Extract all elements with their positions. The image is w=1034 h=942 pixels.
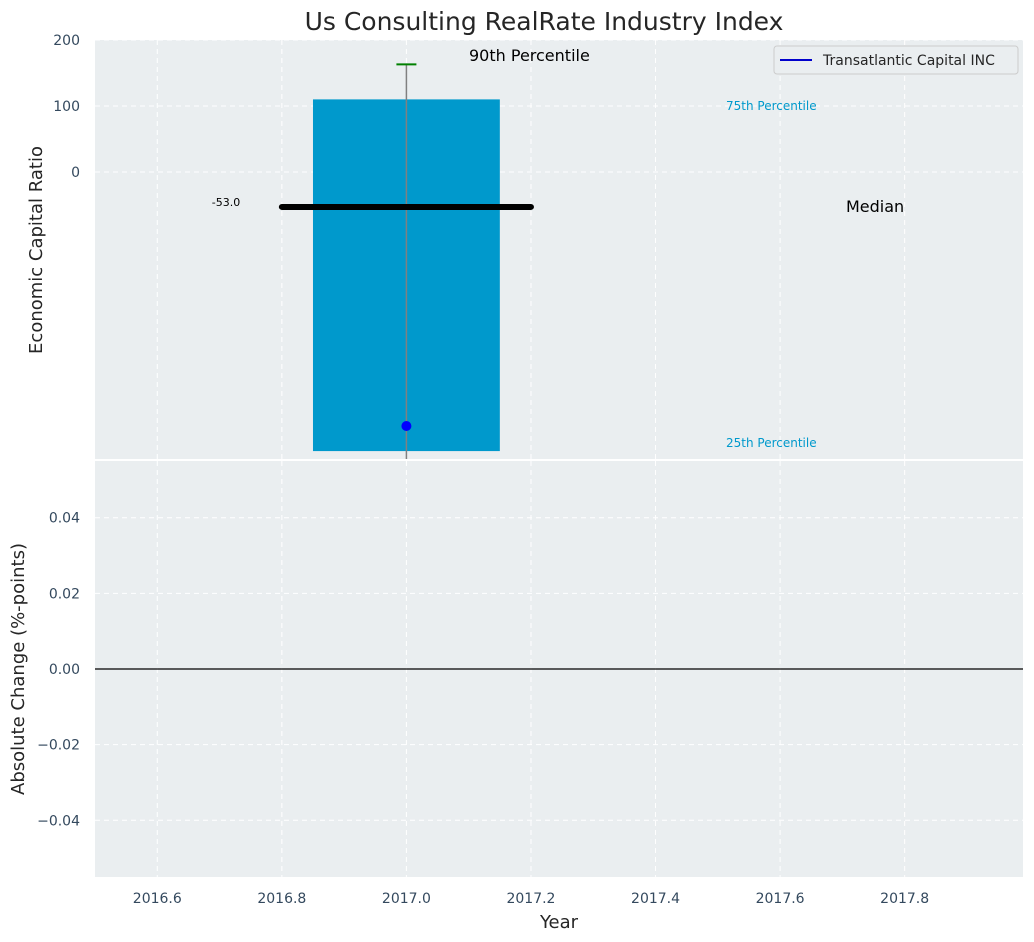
top-y-tick-label: 100 xyxy=(53,99,80,115)
bottom-y-tick-label: −0.04 xyxy=(37,813,80,829)
top-y-axis-label: Economic Capital Ratio xyxy=(26,146,47,354)
x-tick-label: 2016.6 xyxy=(133,891,182,907)
x-ticks: 2016.6 2016.8 2017.0 2017.2 2017.4 2017.6 2017… xyxy=(133,891,929,907)
top-y-ticks: 0 100 200 xyxy=(53,33,80,181)
legend: Transatlantic Capital INC xyxy=(773,45,1019,75)
chart-title: Us Consulting RealRate Industry Index xyxy=(305,7,784,36)
median-annotation: Median xyxy=(846,197,904,216)
bottom-y-axis-label: Absolute Change (%-points) xyxy=(8,543,29,795)
top-plot-area xyxy=(95,40,1023,459)
bottom-y-tick-label: 0.00 xyxy=(49,662,80,678)
p75-annotation: 75th Percentile xyxy=(726,99,817,113)
p25-annotation: 25th Percentile xyxy=(726,436,817,450)
x-tick-label: 2016.8 xyxy=(257,891,306,907)
x-axis-label: Year xyxy=(539,912,579,933)
x-tick-label: 2017.8 xyxy=(880,891,929,907)
bottom-y-tick-label: 0.04 xyxy=(49,511,80,527)
company-data-point xyxy=(401,421,412,432)
x-tick-label: 2017.2 xyxy=(506,891,555,907)
x-tick-label: 2017.6 xyxy=(756,891,805,907)
top-y-tick-label: 200 xyxy=(53,33,80,49)
x-tick-label: 2017.0 xyxy=(382,891,431,907)
legend-box xyxy=(773,45,1019,75)
p90-annotation: 90th Percentile xyxy=(469,46,590,65)
top-gridlines xyxy=(95,39,1023,459)
top-y-tick-label: 0 xyxy=(71,165,80,181)
legend-entry-label: Transatlantic Capital INC xyxy=(822,53,995,69)
median-value-label: -53.0 xyxy=(212,196,240,209)
x-tick-label: 2017.4 xyxy=(631,891,680,907)
bottom-y-ticks: −0.04 −0.02 0.00 0.02 0.04 xyxy=(37,511,80,830)
bottom-y-tick-label: −0.02 xyxy=(37,738,80,754)
bottom-y-tick-label: 0.02 xyxy=(49,586,80,602)
